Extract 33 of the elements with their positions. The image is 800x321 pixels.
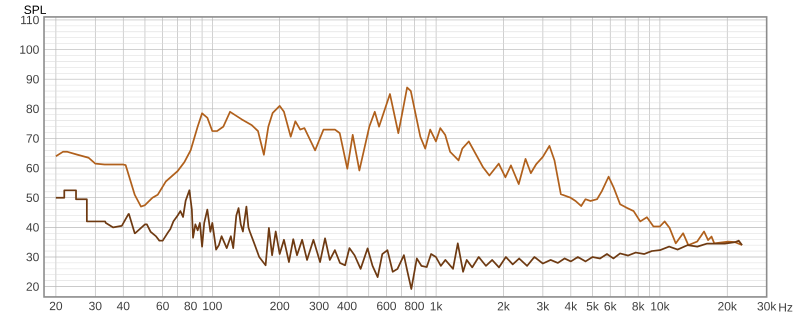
x-tick-label: 60 bbox=[156, 302, 169, 310]
x-tick-label: 80 bbox=[184, 302, 197, 310]
x-axis-title: Hz bbox=[779, 303, 792, 312]
x-tick-label: 40 bbox=[116, 302, 130, 310]
x-tick-label: 5k bbox=[586, 302, 599, 311]
y-tick-label: 70 bbox=[26, 134, 39, 143]
y-tick-label: 20 bbox=[26, 282, 39, 291]
x-tick-label: 2k bbox=[498, 302, 510, 310]
x-tick-label: 400 bbox=[337, 302, 357, 310]
y-tick-label: 60 bbox=[26, 164, 39, 172]
x-tick-label: 4k bbox=[564, 302, 578, 310]
x-tick-label: 300 bbox=[310, 302, 329, 310]
x-tick-label: 600 bbox=[377, 302, 396, 310]
y-tick-label: 50 bbox=[26, 193, 39, 202]
y-axis-title: SPL bbox=[24, 6, 46, 14]
x-tick-label: 800 bbox=[404, 302, 424, 310]
x-tick-label: 3k bbox=[537, 302, 550, 311]
y-tick-label: 40 bbox=[26, 223, 39, 232]
y-tick-label: 100 bbox=[20, 45, 39, 54]
y-tick-label: 90 bbox=[26, 74, 39, 84]
x-tick-label: 30 bbox=[89, 302, 102, 310]
y-tick-label: 110 bbox=[21, 16, 39, 24]
x-tick-label: 6k bbox=[604, 302, 617, 311]
x-tick-label: 200 bbox=[270, 302, 290, 310]
x-tick-label: 8k bbox=[632, 302, 645, 311]
y-tick-label: 30 bbox=[26, 252, 39, 262]
x-tick-label: 20 bbox=[50, 302, 62, 310]
x-tick-label: 10k bbox=[651, 302, 670, 311]
x-tick-label: 100 bbox=[203, 302, 222, 310]
x-tick-label: 30k bbox=[757, 302, 776, 311]
x-tick-label: 1k bbox=[430, 302, 442, 310]
x-tick-label: 20k bbox=[718, 302, 737, 311]
y-tick-label: 80 bbox=[26, 104, 39, 114]
